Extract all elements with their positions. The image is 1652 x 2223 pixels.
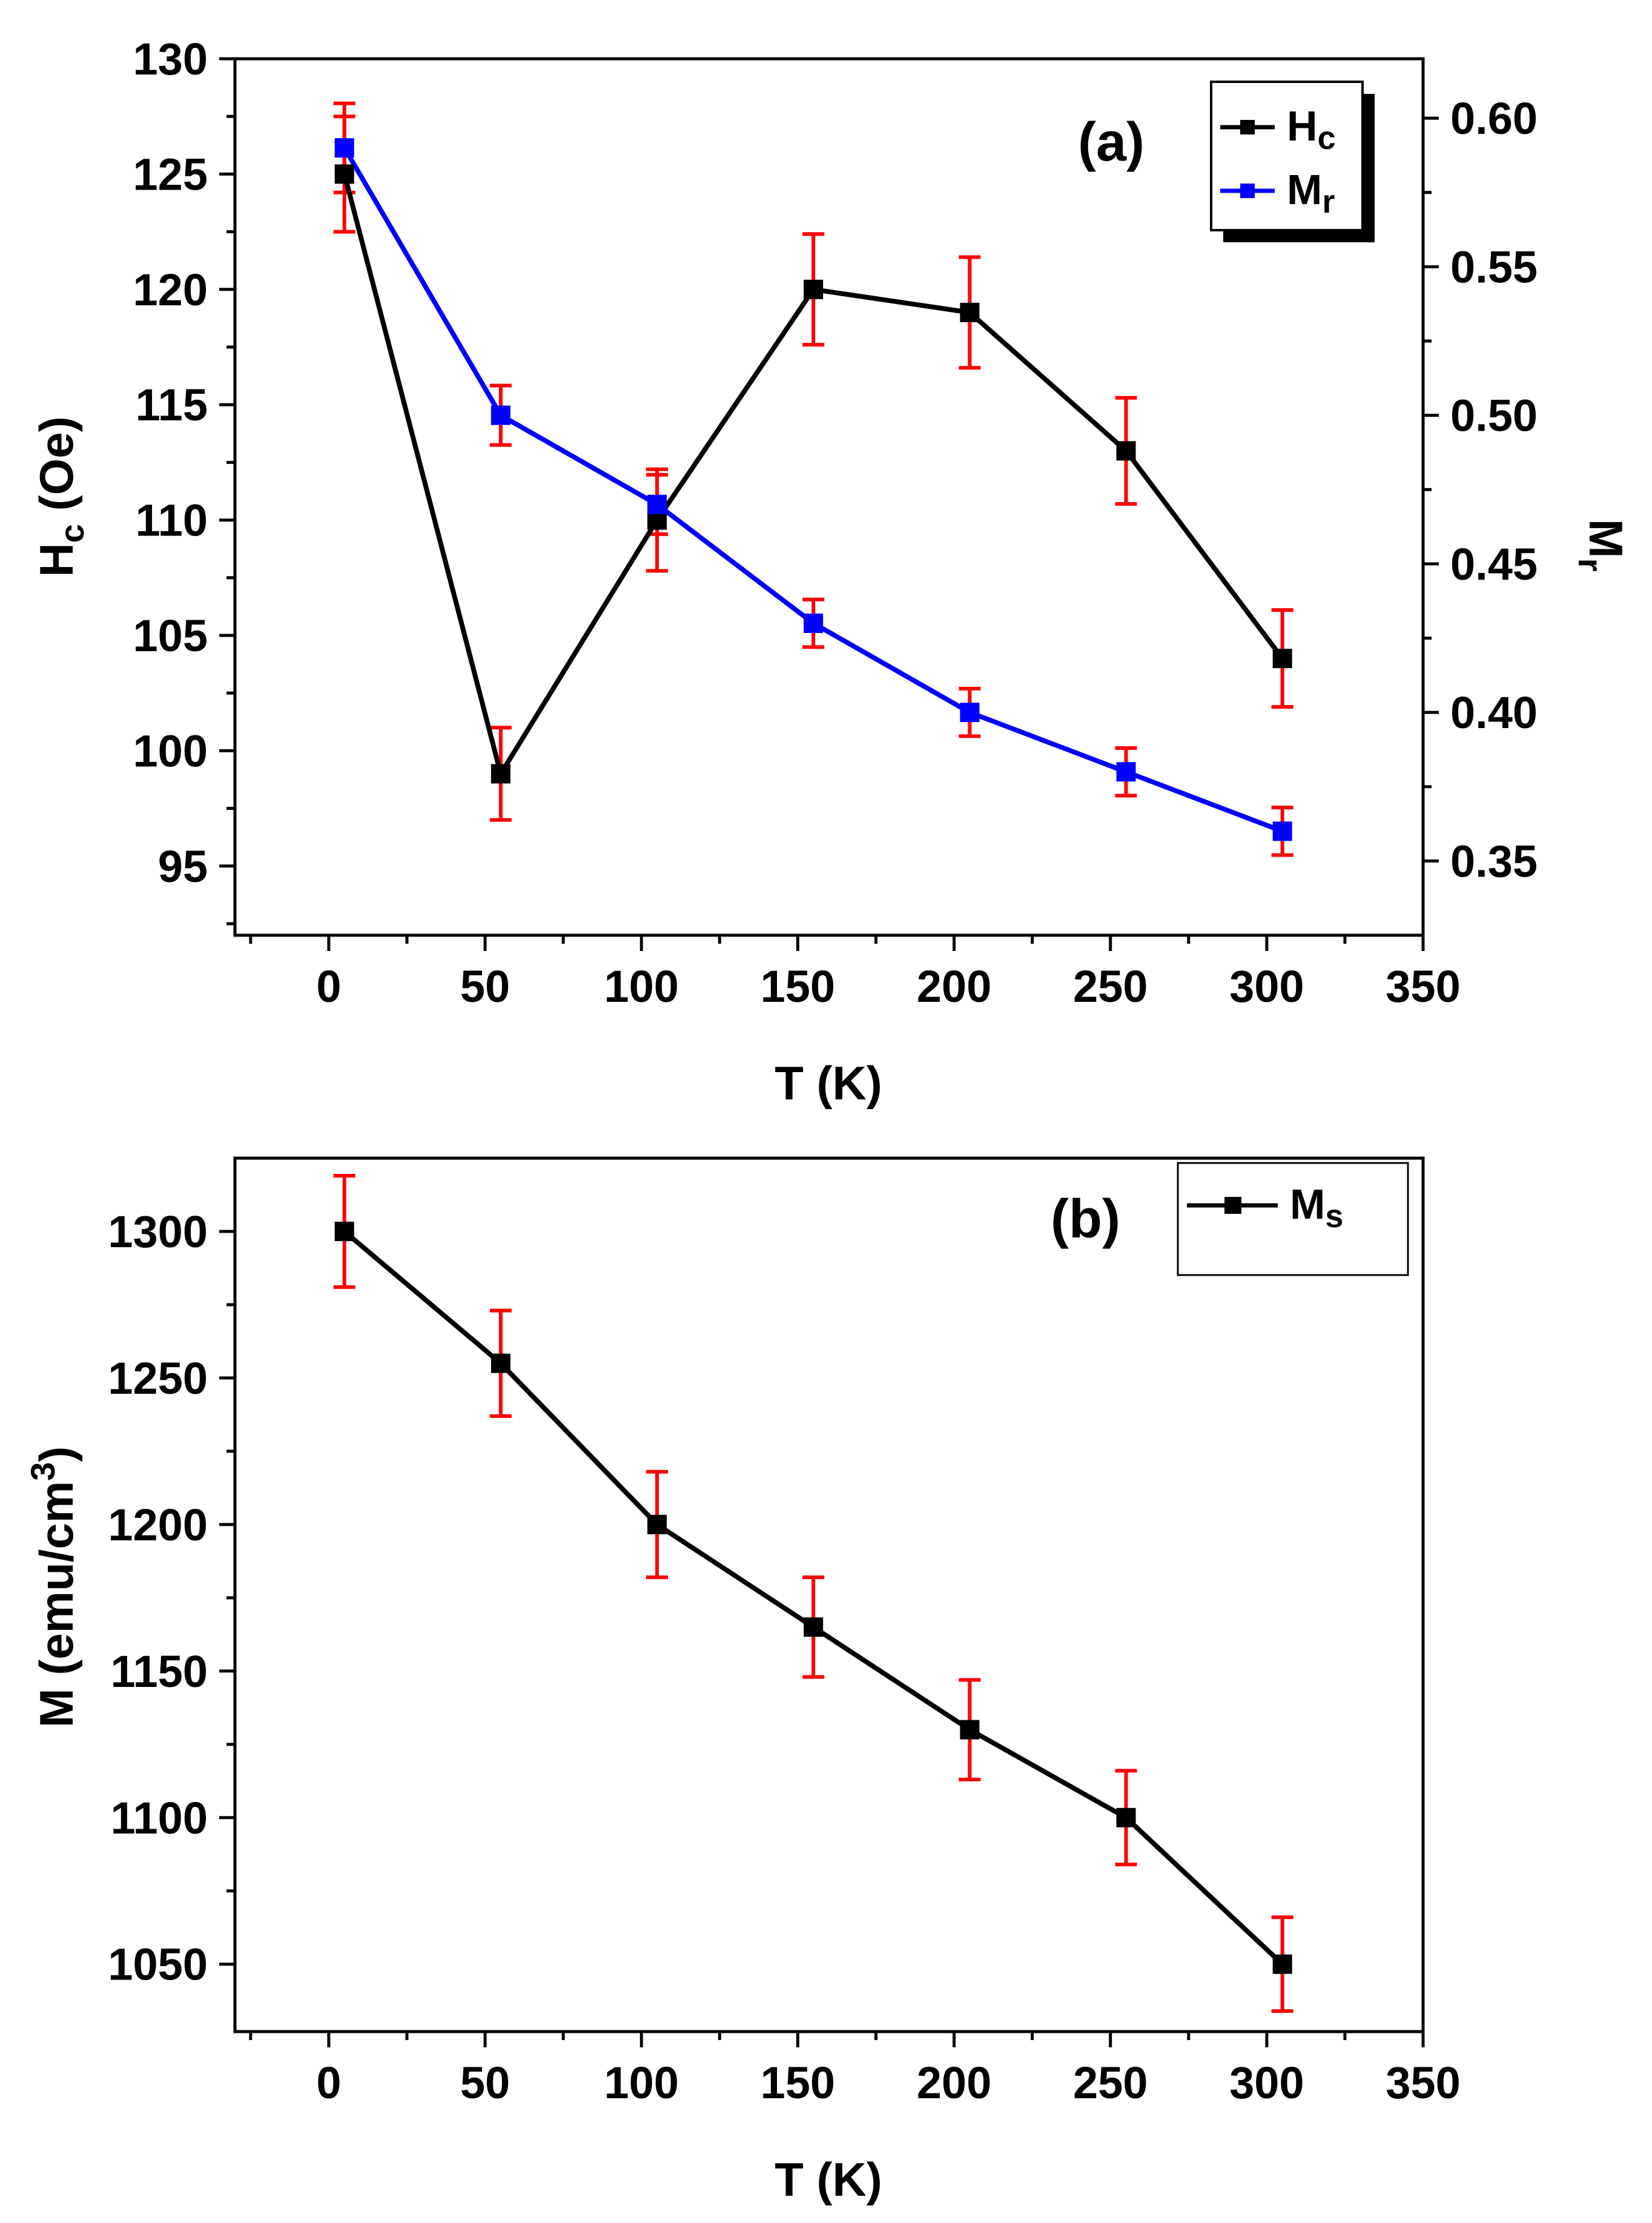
panel-b-x-tick-label: 100 bbox=[604, 2058, 678, 2108]
panel-a-left-y-title-rest: (Oe) bbox=[30, 416, 83, 524]
mr-series-point bbox=[491, 405, 510, 425]
panel-a-left-y-tick-label: 110 bbox=[136, 495, 208, 546]
legend-ms-sub: s bbox=[1325, 1198, 1343, 1234]
panel-a-right-y-axis-title: Mr bbox=[1571, 519, 1633, 572]
legend-ms-marker bbox=[1224, 1197, 1241, 1214]
panel-a-left-y-title-main: H bbox=[30, 543, 83, 577]
hc-series-point bbox=[491, 764, 510, 784]
panel-a-x-tick-label: 300 bbox=[1229, 961, 1304, 1012]
ms-series-point bbox=[804, 1617, 824, 1637]
panel-a-right-y-tick-label: 0.35 bbox=[1450, 836, 1538, 886]
panel-b-legend-box bbox=[1177, 1162, 1409, 1276]
panel-a-right-y-tick-label: 0.60 bbox=[1450, 93, 1538, 144]
panel-b-y-title-sup: 3 bbox=[24, 1462, 62, 1481]
panel-a-left-y-tick-label: 100 bbox=[133, 726, 208, 776]
panel-a-x-tick-label: 150 bbox=[761, 961, 835, 1012]
panel-a-left-y-tick-label: 95 bbox=[158, 841, 208, 892]
ms-series-point bbox=[960, 1720, 980, 1740]
panel-b-x-tick-label: 250 bbox=[1073, 2058, 1148, 2108]
legend-hc-marker bbox=[1240, 120, 1255, 134]
panel-b-legend: Ms bbox=[1177, 1162, 1409, 1276]
panel-a-x-tick-label: 350 bbox=[1386, 961, 1460, 1012]
panel-b-error-bars bbox=[333, 1174, 1294, 2013]
panel-b-y-title-rest: ) bbox=[30, 1446, 83, 1462]
panel-b-x-tick-label: 50 bbox=[460, 2058, 510, 2108]
hc-series-point bbox=[1272, 649, 1292, 669]
panel-b-y-tick-label: 1300 bbox=[108, 1207, 208, 1257]
panel-a-legend: Hc Mr bbox=[1210, 81, 1375, 242]
panel-b-y-axis-title: M (emu/cm3) bbox=[24, 1446, 83, 1728]
panel-a-left-y-tick-label: 105 bbox=[133, 611, 208, 661]
hc-series-point bbox=[960, 302, 980, 322]
legend-hc-main: H bbox=[1287, 102, 1318, 150]
hc-series-point bbox=[804, 279, 824, 299]
panel-b-markers bbox=[334, 1221, 1292, 1974]
panel-a-left-y-axis-title: Hc (Oe) bbox=[30, 416, 91, 577]
panel-b-x-tick-label: 350 bbox=[1386, 2058, 1460, 2108]
panel-a-markers bbox=[334, 138, 1292, 841]
panel-a-plot-frame bbox=[233, 57, 1425, 937]
ms-series-point bbox=[647, 1514, 667, 1534]
legend-mr-marker bbox=[1240, 184, 1255, 198]
panel-a-left-y-tick-label: 130 bbox=[133, 34, 208, 84]
panel-b-y-title-main: M (emu/cm bbox=[30, 1481, 83, 1728]
mr-series-point bbox=[804, 613, 824, 633]
ms-series-point bbox=[334, 1221, 354, 1241]
ms-series-point bbox=[1116, 1807, 1136, 1827]
panel-a-x-tick-label: 200 bbox=[917, 961, 991, 1012]
panel-a-right-y-title-sub: r bbox=[1571, 558, 1610, 572]
legend-ms-label: Ms bbox=[1290, 1181, 1343, 1234]
ms-series-point bbox=[491, 1353, 510, 1373]
panel-b-y-tick-label: 1250 bbox=[108, 1353, 208, 1403]
mr-series-point bbox=[647, 494, 667, 514]
panel-a-left-y-tick-label: 115 bbox=[136, 380, 208, 430]
panel-a-x-tick-label: 100 bbox=[604, 961, 678, 1012]
panel-b: 0 50 100 150 200 250 300 350 1050 1100 1150 1200 125… bbox=[24, 1156, 1461, 2206]
legend-ms-main: M bbox=[1290, 1181, 1325, 1228]
panel-b-y-tick-label: 1100 bbox=[110, 1793, 208, 1843]
panel-a-x-tick-label: 250 bbox=[1073, 961, 1148, 1012]
hc-series-point bbox=[334, 164, 354, 184]
panel-a-left-y-title-sub: c bbox=[53, 524, 91, 543]
panel-b-plot-frame bbox=[233, 1156, 1425, 2033]
legend-mr-sub: r bbox=[1322, 184, 1335, 220]
hc-series-point bbox=[1116, 441, 1136, 461]
mr-series-point bbox=[1116, 762, 1136, 782]
panel-a-x-axis-title: T (K) bbox=[775, 1056, 882, 1110]
panel-a-right-y-tick-label: 0.40 bbox=[1450, 687, 1538, 738]
panel-a: 0 50 100 150 200 250 300 350 95 100 105 110 115 120 12… bbox=[30, 34, 1633, 1110]
panel-a-legend-box bbox=[1210, 81, 1364, 231]
legend-mr-main: M bbox=[1287, 166, 1322, 213]
legend-hc-sub: c bbox=[1318, 120, 1336, 156]
legend-hc-label: Hc bbox=[1287, 102, 1336, 156]
panel-b-y-tick-label: 1200 bbox=[108, 1500, 208, 1550]
panel-b-ticks: 0 50 100 150 200 250 300 350 1050 1100 1150 1200 125… bbox=[108, 1207, 1460, 2108]
panel-a-label: (a) bbox=[1078, 112, 1145, 173]
mr-series-point bbox=[334, 138, 354, 158]
panel-a-left-y-tick-label: 125 bbox=[133, 149, 208, 199]
panel-b-x-tick-label: 0 bbox=[316, 2058, 341, 2108]
mr-series-point bbox=[960, 703, 980, 723]
mr-series-point bbox=[1272, 821, 1292, 841]
panel-a-right-y-tick-label: 0.55 bbox=[1450, 242, 1538, 292]
panel-a-right-y-title-main: M bbox=[1579, 519, 1633, 558]
panel-a-right-y-tick-label: 0.50 bbox=[1450, 391, 1538, 441]
panel-a-x-tick-label: 50 bbox=[460, 961, 510, 1012]
panel-b-x-tick-label: 150 bbox=[761, 2058, 835, 2108]
panel-b-y-tick-label: 1150 bbox=[110, 1646, 208, 1697]
panel-b-x-tick-label: 200 bbox=[917, 2058, 991, 2108]
panel-a-x-tick-label: 0 bbox=[316, 961, 341, 1012]
panel-a-ticks: 0 50 100 150 200 250 300 350 95 100 105 110 115 120 12… bbox=[133, 34, 1538, 1012]
panel-a-left-y-tick-label: 120 bbox=[133, 265, 208, 315]
ms-series-point bbox=[1272, 1954, 1292, 1974]
panel-b-x-axis-title: T (K) bbox=[775, 2153, 882, 2206]
panel-b-y-tick-label: 1050 bbox=[108, 1940, 208, 1990]
panel-b-label: (b) bbox=[1051, 1189, 1120, 1250]
legend-mr-label: Mr bbox=[1287, 166, 1335, 220]
panel-a-right-y-tick-label: 0.45 bbox=[1450, 539, 1538, 589]
panel-b-x-tick-label: 300 bbox=[1229, 2058, 1304, 2108]
